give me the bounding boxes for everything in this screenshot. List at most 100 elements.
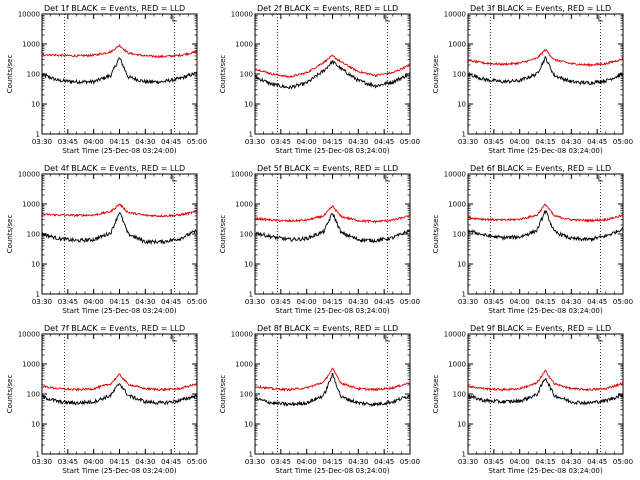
- y-tick-label: 1000: [235, 201, 253, 209]
- panel-1: Det 1f BLACK = Events, RED = LLD 1 10 100 10…: [6, 4, 207, 155]
- y-tick-label: 10000: [231, 171, 253, 179]
- panel-title: Det 8f BLACK = Events, RED = LLD: [257, 324, 398, 333]
- x-tick-label: 04:45: [161, 138, 181, 146]
- x-tick-label: 04:00: [297, 458, 317, 466]
- attenuator-marker: [172, 15, 177, 22]
- series-line-events: [41, 383, 198, 406]
- x-tick-label: 04:00: [84, 458, 104, 466]
- y-tick-label: 100: [27, 391, 40, 399]
- y-axis-label: Counts/sec: [219, 375, 227, 414]
- y-tick-label: 1000: [448, 41, 466, 49]
- y-tick-label: 1: [462, 131, 466, 139]
- x-tick-label: 04:30: [348, 458, 368, 466]
- x-tick-label: 04:30: [135, 298, 155, 306]
- series-line-events: [467, 377, 624, 406]
- y-tick-label: 1000: [22, 41, 40, 49]
- y-tick-label: 100: [453, 391, 466, 399]
- y-axis-label: Counts/sec: [432, 215, 440, 254]
- y-tick-label: 1: [462, 291, 466, 299]
- x-tick-label: 04:15: [109, 298, 129, 306]
- x-tick-label: 04:45: [161, 458, 181, 466]
- x-tick-label: 04:15: [322, 298, 342, 306]
- y-tick-label: 100: [453, 231, 466, 239]
- series-line-lld: [254, 54, 411, 79]
- attenuator-marker: [385, 335, 390, 342]
- plot-frame: [41, 173, 198, 295]
- y-tick-label: 1: [249, 451, 253, 459]
- series-line-lld: [41, 373, 198, 392]
- y-tick-label: 1: [249, 131, 253, 139]
- plot-frame: [467, 333, 624, 455]
- x-tick-label: 04:00: [510, 298, 530, 306]
- series-line-lld: [41, 203, 198, 218]
- x-tick-label: 04:30: [348, 298, 368, 306]
- x-tick-label: 03:30: [458, 458, 478, 466]
- x-tick-label: 04:15: [535, 138, 555, 146]
- x-tick-label: 04:45: [374, 458, 394, 466]
- series-line-lld: [467, 48, 624, 68]
- attenuator-marker: [598, 175, 603, 182]
- panel-5: Det 5f BLACK = Events, RED = LLD 1 10 100 10…: [219, 164, 420, 315]
- y-tick-label: 10: [457, 261, 466, 269]
- x-axis-label: Start Time (25-Dec-08 03:24:00): [488, 147, 602, 155]
- y-axis-label: Counts/sec: [432, 55, 440, 94]
- y-tick-label: 100: [27, 231, 40, 239]
- panel-8: Det 8f BLACK = Events, RED = LLD 1 10 100 10…: [219, 324, 420, 475]
- y-tick-label: 100: [240, 231, 253, 239]
- y-axis-label: Counts/sec: [6, 55, 14, 94]
- y-tick-label: 10000: [444, 331, 466, 339]
- x-tick-label: 04:00: [297, 298, 317, 306]
- attenuator-marker: [172, 335, 177, 342]
- attenuator-marker: [598, 335, 603, 342]
- y-tick-label: 10000: [18, 11, 40, 19]
- x-tick-label: 04:15: [322, 458, 342, 466]
- x-tick-label: 05:00: [613, 138, 633, 146]
- plot-frame: [41, 13, 198, 135]
- series-line-lld: [467, 203, 624, 223]
- x-tick-label: 04:00: [84, 138, 104, 146]
- x-tick-label: 04:45: [587, 138, 607, 146]
- y-tick-label: 10: [244, 101, 253, 109]
- y-tick-label: 10: [457, 421, 466, 429]
- x-tick-label: 05:00: [187, 298, 207, 306]
- plot-frame: [254, 173, 411, 295]
- y-axis-label: Counts/sec: [6, 215, 14, 254]
- x-tick-label: 03:30: [32, 298, 52, 306]
- x-tick-label: 04:45: [587, 458, 607, 466]
- y-tick-label: 1000: [448, 361, 466, 369]
- panel-title: Det 1f BLACK = Events, RED = LLD: [44, 4, 185, 13]
- series-line-lld: [467, 369, 624, 392]
- series-line-events: [254, 59, 411, 90]
- plot-frame: [467, 173, 624, 295]
- series-line-lld: [41, 43, 197, 59]
- x-tick-label: 03:45: [58, 458, 78, 466]
- x-tick-label: 03:45: [484, 298, 504, 306]
- x-tick-label: 05:00: [613, 298, 633, 306]
- y-axis-label: Counts/sec: [432, 375, 440, 414]
- x-tick-label: 03:30: [458, 138, 478, 146]
- plot-frame: [254, 333, 411, 455]
- x-tick-label: 05:00: [187, 138, 207, 146]
- y-axis-label: Counts/sec: [219, 215, 227, 254]
- attenuator-marker: [598, 15, 603, 22]
- x-axis-label: Start Time (25-Dec-08 03:24:00): [488, 467, 602, 475]
- series-line-events: [41, 212, 198, 246]
- y-tick-label: 1000: [235, 41, 253, 49]
- attenuator-marker: [385, 15, 390, 22]
- panel-title: Det 5f BLACK = Events, RED = LLD: [257, 164, 398, 173]
- y-tick-label: 10: [244, 261, 253, 269]
- panel-title: Det 7f BLACK = Events, RED = LLD: [44, 324, 185, 333]
- y-tick-label: 1000: [235, 361, 253, 369]
- x-tick-label: 04:00: [510, 458, 530, 466]
- y-tick-label: 10000: [444, 11, 466, 19]
- y-tick-label: 10: [31, 101, 40, 109]
- series-line-events: [254, 213, 411, 243]
- panel-7: Det 7f BLACK = Events, RED = LLD 1 10 100 10…: [6, 324, 207, 475]
- x-tick-label: 04:15: [535, 458, 555, 466]
- x-tick-label: 03:30: [245, 138, 265, 146]
- x-tick-label: 03:45: [484, 138, 504, 146]
- x-tick-label: 03:45: [58, 138, 78, 146]
- series-line-lld: [254, 367, 411, 392]
- y-tick-label: 100: [453, 71, 466, 79]
- panel-3: Det 3f BLACK = Events, RED = LLD 1 10 100 10…: [432, 4, 633, 155]
